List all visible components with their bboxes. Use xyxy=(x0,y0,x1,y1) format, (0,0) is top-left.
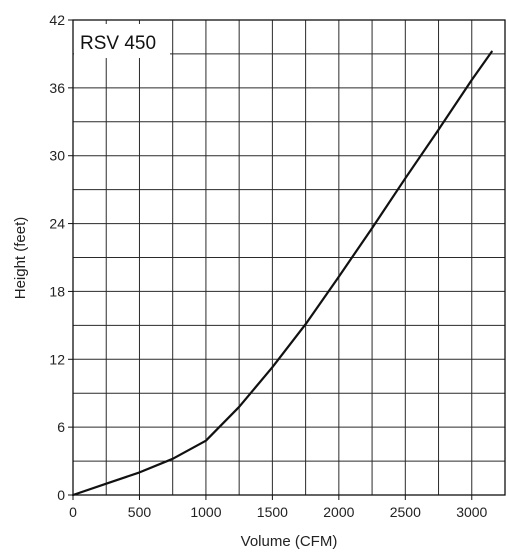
y-tick-label: 6 xyxy=(57,419,65,435)
x-tick-label: 0 xyxy=(69,504,77,520)
tick-labels: 0 500 1000 1500 2000 2500 3000 0 6 12 18 24 30 36 42 xyxy=(49,12,487,520)
grid xyxy=(73,20,505,495)
y-tick-label: 18 xyxy=(49,283,65,299)
y-tick-label: 36 xyxy=(49,80,65,96)
chart-title: RSV 450 xyxy=(80,33,156,54)
series-line xyxy=(71,50,493,497)
axes xyxy=(68,19,506,500)
plot-frame xyxy=(72,19,506,496)
x-tick-label: 2500 xyxy=(390,504,421,520)
y-axis-label: Height (feet) xyxy=(12,217,29,300)
title-box xyxy=(74,24,170,58)
x-tick-label: 2000 xyxy=(323,504,354,520)
y-tick-label: 12 xyxy=(49,351,65,367)
x-tick-label: 3000 xyxy=(456,504,487,520)
y-tick-label: 42 xyxy=(49,12,65,28)
x-tick-label: 1000 xyxy=(190,504,221,520)
series-layer xyxy=(71,50,493,497)
x-tick-label: 500 xyxy=(128,504,152,520)
y-tick-label: 24 xyxy=(49,216,65,232)
x-tick-label: 1500 xyxy=(257,504,288,520)
x-axis-label: Volume (CFM) xyxy=(241,533,338,550)
y-tick-label: 0 xyxy=(57,487,65,503)
y-tick-label: 30 xyxy=(49,148,65,164)
